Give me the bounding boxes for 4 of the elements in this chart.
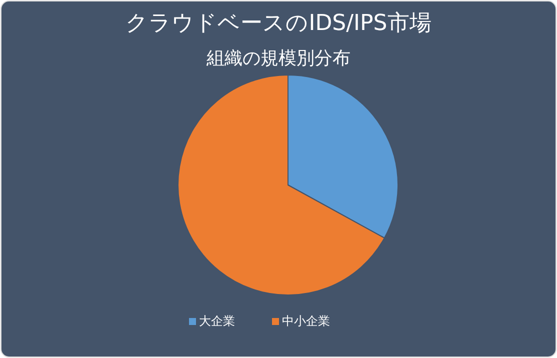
- chart-subtitle: 組織の規模別分布: [206, 48, 350, 69]
- legend-label: 大企業: [199, 314, 235, 328]
- legend-label: 中小企業: [282, 314, 330, 328]
- chart-title: クラウドベースのIDS/IPS市場: [126, 11, 432, 36]
